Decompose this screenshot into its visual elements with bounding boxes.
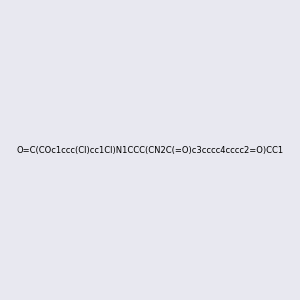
Text: O=C(COc1ccc(Cl)cc1Cl)N1CCC(CN2C(=O)c3cccc4cccc2=O)CC1: O=C(COc1ccc(Cl)cc1Cl)N1CCC(CN2C(=O)c3ccc…: [16, 146, 283, 154]
